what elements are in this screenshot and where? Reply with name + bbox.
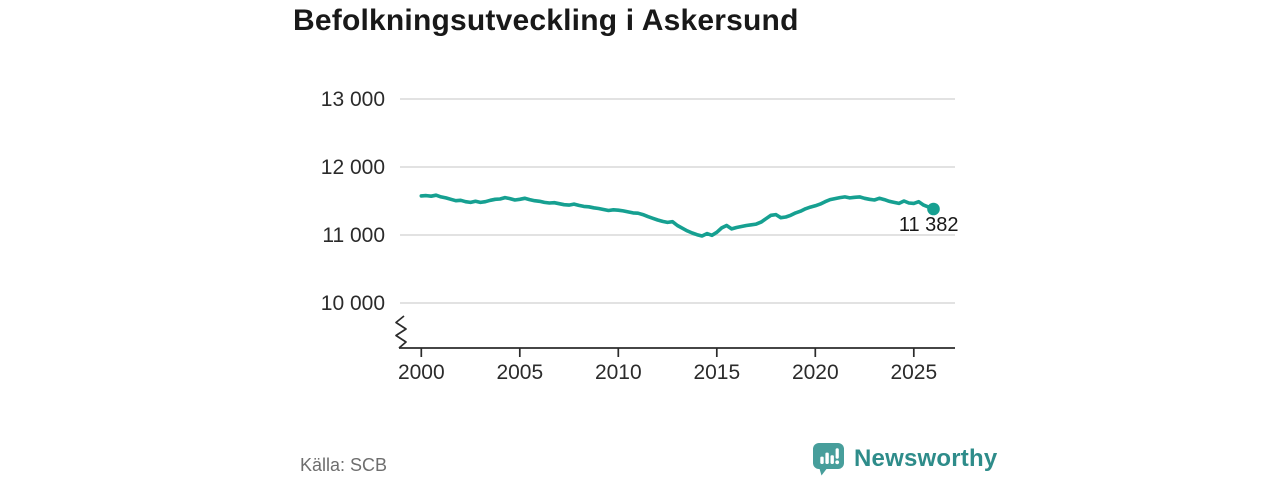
x-tick-label: 2025 bbox=[890, 361, 937, 384]
newsworthy-logo-icon bbox=[813, 443, 844, 476]
axis-break-icon bbox=[395, 315, 407, 349]
newsworthy-logo: Newsworthy bbox=[812, 442, 997, 476]
y-tick-label: 12 000 bbox=[321, 156, 385, 179]
x-tick-label: 2010 bbox=[595, 361, 642, 384]
source-note: Källa: SCB bbox=[300, 455, 388, 475]
chart-title: Befolkningsutveckling i Askersund bbox=[293, 4, 799, 37]
x-tick-label: 2000 bbox=[398, 361, 445, 384]
gridlines bbox=[400, 98, 955, 304]
x-tick-label: 2020 bbox=[792, 361, 839, 384]
end-value-label: 11 382 bbox=[899, 214, 959, 236]
x-axis-labels: 2000 2005 2010 2015 2020 2025 bbox=[398, 361, 937, 384]
y-axis-labels: 13 000 12 000 11 000 10 000 bbox=[321, 88, 385, 315]
population-line bbox=[419, 193, 936, 238]
y-tick-label: 10 000 bbox=[321, 292, 385, 315]
y-tick-label: 11 000 bbox=[322, 224, 385, 247]
y-tick-label: 13 000 bbox=[321, 88, 385, 111]
x-tick-label: 2005 bbox=[496, 361, 543, 384]
x-axis-ticks bbox=[420, 348, 915, 357]
brand-name: Newsworthy bbox=[854, 445, 998, 472]
x-tick-label: 2015 bbox=[693, 361, 740, 384]
end-point-marker bbox=[927, 202, 940, 216]
